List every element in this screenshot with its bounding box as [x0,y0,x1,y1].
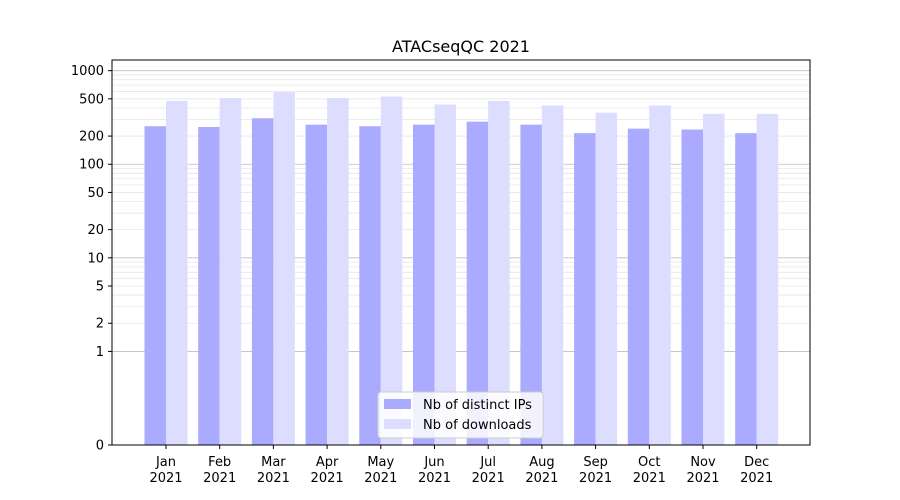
bar-downloads [434,104,456,445]
x-tick-label: Apr 2021 [311,455,344,486]
y-tick-label: 1 [96,345,104,360]
x-axis: Jan 2021 Feb 2021 Mar 2021 Apr 2021 May 2021 Jun 20… [149,445,773,486]
legend-swatch [384,419,411,429]
legend-swatch [384,399,411,409]
x-tick-label: Jan 2021 [149,455,182,486]
legend-box [377,391,544,439]
plot-frame [111,59,811,446]
bar-downloads [219,98,242,446]
bar-distinct-ips [359,126,381,445]
y-tick-label: 500 [79,92,104,107]
y-tick-label: 2 [96,317,104,332]
bar-downloads [703,113,725,446]
bar-distinct-ips [520,124,542,445]
y-tick-label: 0 [96,439,104,454]
y-axis: 0 1 2 5 10 20 50 100 200 500 1000 [71,64,112,454]
bar-downloads [327,98,349,446]
x-tick-label: Jul 2021 [472,455,505,486]
bar-downloads [649,105,671,445]
x-tick-label: Mar 2021 [257,455,290,486]
bar-downloads [273,92,295,446]
bar-downloads [488,100,510,446]
y-tick-label: 100 [79,158,104,173]
bar-distinct-ips [466,121,489,446]
bar-distinct-ips [627,128,650,445]
bar-downloads [595,112,618,445]
legend-label: Nb of distinct IPs [423,398,532,413]
bar-distinct-ips [198,127,220,445]
x-tick-label: Sep 2021 [579,455,612,486]
x-tick-label: Aug 2021 [525,455,558,486]
x-tick-label: Jun 2021 [418,455,451,486]
x-tick-label: Oct 2021 [633,455,666,486]
bar-distinct-ips [144,126,166,445]
legend: Nb of distinct IPs Nb of downloads [377,391,544,439]
bar-distinct-ips [251,118,274,445]
bar-downloads [166,100,188,446]
x-tick-label: Dec 2021 [740,455,773,486]
y-tick-label: 5 [96,280,104,295]
bar-downloads [756,113,779,446]
chart-title: ATACseqQC 2021 [392,37,530,56]
bar-distinct-ips [305,124,328,445]
x-tick-label: May 2021 [364,455,397,486]
legend-label: Nb of downloads [423,418,532,433]
y-tick-label: 200 [79,130,104,145]
bar-distinct-ips [735,133,757,446]
bar-distinct-ips [413,124,435,445]
bars [144,92,779,446]
bar-distinct-ips [681,129,703,445]
x-tick-label: Nov 2021 [686,455,719,486]
bar-distinct-ips [574,133,596,446]
y-tick-label: 1000 [71,64,104,79]
bar-downloads [541,105,564,445]
y-tick-label: 20 [87,223,104,238]
bar-downloads [380,96,403,446]
y-tick-label: 50 [87,186,104,201]
y-tick-label: 10 [87,251,104,266]
x-tick-label: Feb 2021 [203,455,236,486]
